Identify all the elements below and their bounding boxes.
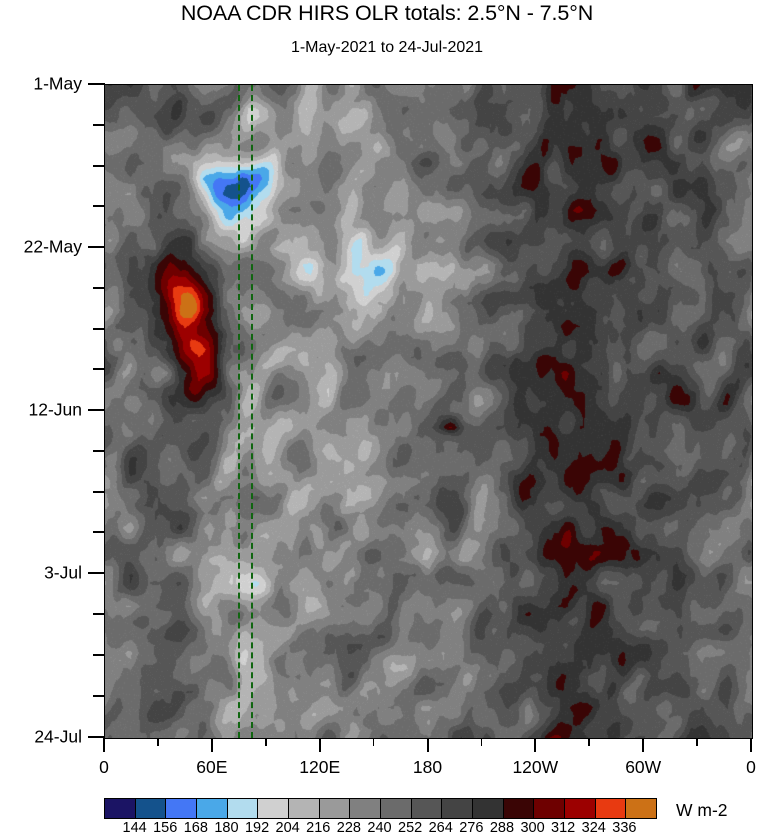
colorbar-tick-label: 324 [581, 820, 606, 836]
colorbar-swatch [534, 799, 566, 818]
x-axis-major-tick [642, 738, 645, 752]
colorbar-swatch [442, 799, 474, 818]
x-axis-major-tick [426, 738, 429, 752]
colorbar [104, 798, 657, 819]
colorbar-tick-label: 300 [520, 820, 545, 836]
x-axis-major-tick [103, 738, 105, 752]
y-axis-minor-tick [93, 287, 105, 289]
y-axis-tick-label: 12-Jun [28, 399, 82, 420]
x-axis-tick-label: 0 [99, 757, 109, 777]
y-axis-tick-label: 24-Jul [34, 726, 82, 747]
y-axis-tick-label: 22-May [23, 236, 82, 257]
x-axis-minor-tick [588, 738, 590, 746]
colorbar-tick-label: 228 [336, 820, 361, 836]
colorbar-swatch [565, 799, 596, 818]
colorbar-tick-label: 264 [428, 820, 453, 836]
x-axis-tick-label: 120W [512, 757, 559, 777]
colorbar-tick-label: 336 [612, 820, 637, 836]
y-axis-minor-tick [93, 695, 105, 697]
colorbar-tick-labels: 144 156 168 180 192 204 216 228 240 252 264 276 288 3… [104, 820, 655, 836]
x-axis-minor-tick [372, 738, 375, 746]
y-axis-major-tick [88, 572, 105, 574]
hovmoller-plot-area [104, 84, 753, 739]
x-axis-major-tick [210, 738, 213, 752]
y-axis-minor-tick [93, 491, 105, 493]
colorbar-tick-label: 276 [459, 820, 484, 836]
colorbar-swatch [166, 799, 198, 818]
x-axis-tick-label: 60W [625, 757, 662, 777]
colorbar-tick-label: 216 [306, 820, 331, 836]
colorbar-units-label: W m-2 [676, 800, 728, 820]
colorbar-swatch [105, 799, 136, 818]
green-dashed-line-left [238, 85, 240, 738]
colorbar-swatch [473, 799, 504, 818]
colorbar-tick-label: 252 [398, 820, 423, 836]
colorbar-tick-label: 204 [275, 820, 300, 836]
y-axis-major-tick [88, 246, 105, 248]
colorbar-swatch [595, 799, 627, 818]
x-axis-major-tick [318, 738, 321, 752]
page-subtitle: 1-May-2021 to 24-Jul-2021 [290, 39, 484, 56]
colorbar-tick-label: 312 [551, 820, 576, 836]
colorbar-tick-label: 156 [153, 820, 178, 836]
x-axis-major-tick [534, 738, 537, 752]
colorbar-swatch [258, 799, 290, 818]
y-axis-minor-tick [93, 613, 105, 615]
x-axis-tick-label: 60E [196, 757, 228, 777]
y-axis-minor-tick [93, 531, 105, 533]
colorbar-swatch [135, 799, 167, 818]
y-axis-tick-label: 3-Jul [44, 562, 82, 583]
y-axis-minor-tick [93, 124, 105, 126]
y-axis-minor-tick [93, 368, 105, 370]
colorbar-swatch [411, 799, 443, 818]
colorbar-swatch [227, 799, 259, 818]
colorbar-tick-label: 144 [122, 820, 147, 836]
colorbar-swatch [197, 799, 228, 818]
x-axis-minor-tick [157, 738, 159, 746]
colorbar-swatch [503, 799, 535, 818]
colorbar-swatch [381, 799, 412, 818]
y-axis-minor-tick [93, 450, 105, 452]
colorbar-tick-label: 192 [244, 820, 270, 836]
x-axis-tick-label: 180 [412, 757, 443, 777]
x-axis-minor-tick [696, 738, 698, 746]
y-axis-minor-tick [93, 165, 105, 167]
y-axis-minor-tick [93, 205, 105, 207]
colorbar-tick-label: 240 [367, 820, 392, 836]
colorbar-tick-label: 180 [214, 820, 239, 836]
x-axis-major-tick [750, 738, 752, 752]
x-axis-tick-label: 120E [299, 757, 341, 777]
x-axis-minor-tick [480, 738, 483, 746]
colorbar-swatch [350, 799, 382, 818]
y-axis-tick-label: 1-May [33, 73, 82, 94]
y-axis-major-tick [88, 409, 105, 411]
y-axis-major-tick [88, 83, 105, 85]
colorbar-swatch [289, 799, 320, 818]
y-axis-minor-tick [93, 654, 105, 656]
x-axis-tick-label: 0 [746, 757, 756, 777]
y-axis-minor-tick [93, 328, 105, 330]
y-axis-major-tick [88, 736, 105, 738]
colorbar-tick-label: 288 [489, 820, 515, 836]
x-axis-minor-tick [265, 738, 267, 746]
colorbar-swatch [626, 799, 657, 818]
page-title: NOAA CDR HIRS OLR totals: 2.5°N - 7.5°N [180, 1, 594, 25]
olr-heatmap-canvas [105, 85, 752, 738]
green-dashed-line-right [251, 85, 253, 738]
colorbar-tick-label: 168 [183, 820, 208, 836]
colorbar-swatch [319, 799, 351, 818]
